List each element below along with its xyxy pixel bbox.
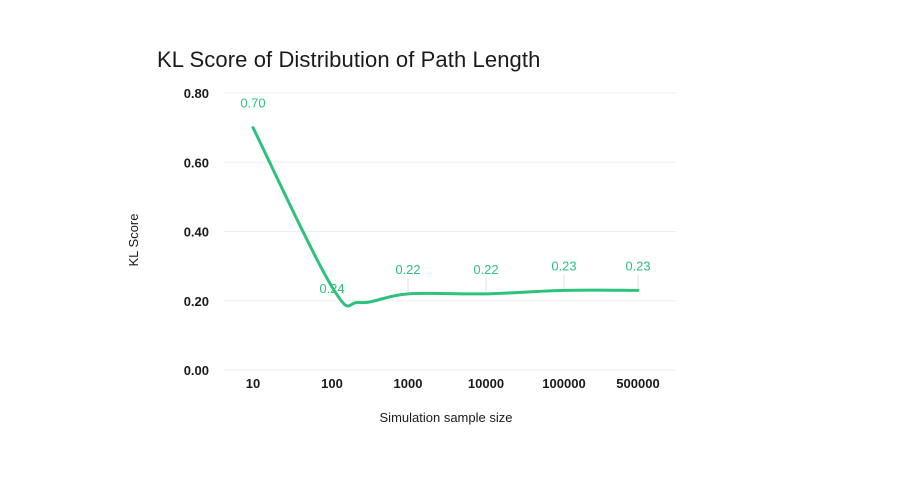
data-label: 0.70 bbox=[240, 96, 265, 111]
y-tick-label: 0.60 bbox=[184, 155, 209, 170]
y-axis-label: KL Score bbox=[126, 214, 141, 267]
grid-lines bbox=[224, 92, 676, 371]
series-line-group bbox=[251, 126, 640, 308]
x-tick-label: 10000 bbox=[468, 376, 504, 391]
x-tick-label: 500000 bbox=[616, 376, 659, 391]
y-tick-label: 0.40 bbox=[184, 225, 209, 240]
y-tick-label: 0.80 bbox=[184, 86, 209, 101]
x-axis-label: Simulation sample size bbox=[380, 410, 513, 425]
x-tick-label: 1000 bbox=[394, 376, 423, 391]
data-label: 0.24 bbox=[319, 281, 344, 296]
y-axis-ticks: 0.00 0.20 0.40 0.60 0.80 bbox=[184, 86, 209, 378]
x-tick-label: 10 bbox=[246, 376, 260, 391]
x-tick-label: 100000 bbox=[542, 376, 585, 391]
series-line bbox=[251, 126, 640, 308]
x-axis-ticks: 10 100 1000 10000 100000 500000 bbox=[246, 376, 660, 391]
data-label: 0.22 bbox=[473, 262, 498, 277]
y-tick-label: 0.00 bbox=[184, 363, 209, 378]
chart-title: KL Score of Distribution of Path Length bbox=[157, 47, 541, 72]
y-tick-label: 0.20 bbox=[184, 294, 209, 309]
data-labels: 0.70 0.24 0.22 0.22 0.23 0.23 bbox=[240, 96, 650, 296]
data-label: 0.23 bbox=[551, 258, 576, 273]
data-label: 0.22 bbox=[395, 262, 420, 277]
x-tick-label: 100 bbox=[321, 376, 343, 391]
data-label: 0.23 bbox=[625, 258, 650, 273]
